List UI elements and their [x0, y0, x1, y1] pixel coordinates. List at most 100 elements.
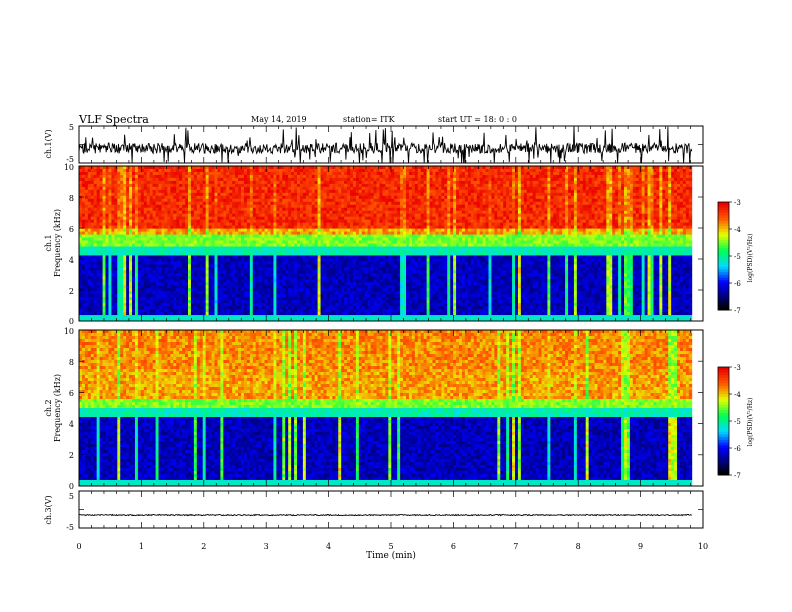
spectrogram-cell	[97, 223, 100, 226]
spectrogram-cell	[176, 315, 179, 318]
spectrogram-cell	[117, 238, 120, 241]
spectrogram-cell	[212, 288, 215, 291]
spectrogram-cell	[182, 246, 185, 249]
spectrogram-cell	[103, 244, 106, 247]
spectrogram-cell	[329, 217, 332, 220]
spectrogram-cell	[91, 249, 94, 252]
spectrogram-cell	[276, 291, 279, 294]
spectrogram-cell	[100, 276, 103, 279]
spectrogram-cell	[324, 196, 327, 199]
spectrogram-cell	[132, 187, 135, 190]
spectrogram-cell	[117, 306, 120, 309]
spectrogram-cell	[318, 300, 321, 303]
spectrogram-cell	[185, 202, 188, 205]
spectrogram-cell	[270, 288, 273, 291]
spectrogram-cell	[250, 220, 253, 223]
spectrogram-cell	[244, 273, 247, 276]
spectrogram-cell	[309, 217, 312, 220]
spectrogram-cell	[350, 232, 353, 235]
spectrogram-cell	[259, 229, 262, 232]
spectrogram-cell	[350, 252, 353, 255]
spectrogram-cell	[318, 241, 321, 244]
spectrogram-cell	[303, 217, 306, 220]
spectrogram-cell	[197, 226, 200, 229]
spectrogram-cell	[244, 252, 247, 255]
spectrogram-cell	[238, 217, 241, 220]
spectrogram-cell	[265, 300, 268, 303]
spectrogram-cell	[273, 306, 276, 309]
spectrogram-cell	[170, 315, 173, 318]
spectrogram-cell	[108, 226, 111, 229]
spectrogram-cell	[318, 208, 321, 211]
spectrogram-cell	[132, 315, 135, 318]
spectrogram-cell	[88, 273, 91, 276]
spectrogram-cell	[273, 196, 276, 199]
spectrogram-cell	[350, 217, 353, 220]
spectrogram-cell	[238, 255, 241, 258]
spectrogram-cell	[144, 226, 147, 229]
spectrogram-cell	[141, 229, 144, 232]
spectrogram-cell	[329, 244, 332, 247]
spectrogram-cell	[150, 264, 153, 267]
spectrogram-cell	[259, 241, 262, 244]
spectrogram-cell	[114, 196, 117, 199]
spectrogram-cell	[282, 169, 285, 172]
spectrogram-cell	[135, 175, 138, 178]
spectrogram-cell	[215, 279, 218, 282]
spectrogram-cell	[173, 303, 176, 306]
spectrogram-cell	[217, 178, 220, 181]
spectrogram-cell	[326, 169, 329, 172]
spectrogram-cell	[88, 241, 91, 244]
spectrogram-cell	[103, 270, 106, 273]
spectrogram-cell	[117, 288, 120, 291]
spectrogram-cell	[188, 214, 191, 217]
spectrogram-cell	[309, 244, 312, 247]
spectrogram-cell	[220, 208, 223, 211]
spectrogram-cell	[238, 208, 241, 211]
spectrogram-cell	[176, 270, 179, 273]
spectrogram-cell	[106, 282, 109, 285]
spectrogram-cell	[235, 267, 238, 270]
spectrogram-cell	[312, 211, 315, 214]
spectrogram-cell	[309, 211, 312, 214]
spectrogram-cell	[170, 178, 173, 181]
spectrogram-cell	[285, 214, 288, 217]
spectrogram-cell	[306, 214, 309, 217]
spectrogram-cell	[103, 190, 106, 193]
spectrogram-cell	[188, 223, 191, 226]
spectrogram-cell	[223, 297, 226, 300]
spectrogram-cell	[185, 282, 188, 285]
spectrogram-cell	[306, 235, 309, 238]
spectrogram-cell	[170, 196, 173, 199]
spectrogram-cell	[276, 235, 279, 238]
spectrogram-cell	[250, 229, 253, 232]
spectrogram-cell	[159, 300, 162, 303]
spectrogram-cell	[82, 264, 85, 267]
spectrogram-cell	[147, 172, 150, 175]
spectrogram-cell	[103, 300, 106, 303]
spectrogram-cell	[344, 211, 347, 214]
spectrogram-cell	[176, 220, 179, 223]
spectrogram-cell	[332, 205, 335, 208]
spectrogram-cell	[167, 238, 170, 241]
spectrogram-cell	[326, 285, 329, 288]
spectrogram-cell	[156, 223, 159, 226]
spectrogram-cell	[182, 306, 185, 309]
spectrogram-cell	[138, 261, 141, 264]
spectrogram-cell	[341, 184, 344, 187]
spectrogram-cell	[144, 246, 147, 249]
spectrogram-cell	[220, 178, 223, 181]
spectrogram-cell	[220, 190, 223, 193]
spectrogram-cell	[270, 235, 273, 238]
spectrogram-cell	[108, 249, 111, 252]
spectrogram-cell	[150, 312, 153, 315]
spectrogram-cell	[120, 282, 123, 285]
spectrogram-cell	[353, 232, 356, 235]
spectrogram-cell	[338, 255, 341, 258]
spectrogram-cell	[347, 276, 350, 279]
spectrogram-cell	[335, 255, 338, 258]
spectrogram-cell	[123, 279, 126, 282]
spectrogram-cell	[111, 199, 114, 202]
spectrogram-cell	[117, 285, 120, 288]
spectrogram-cell	[206, 279, 209, 282]
